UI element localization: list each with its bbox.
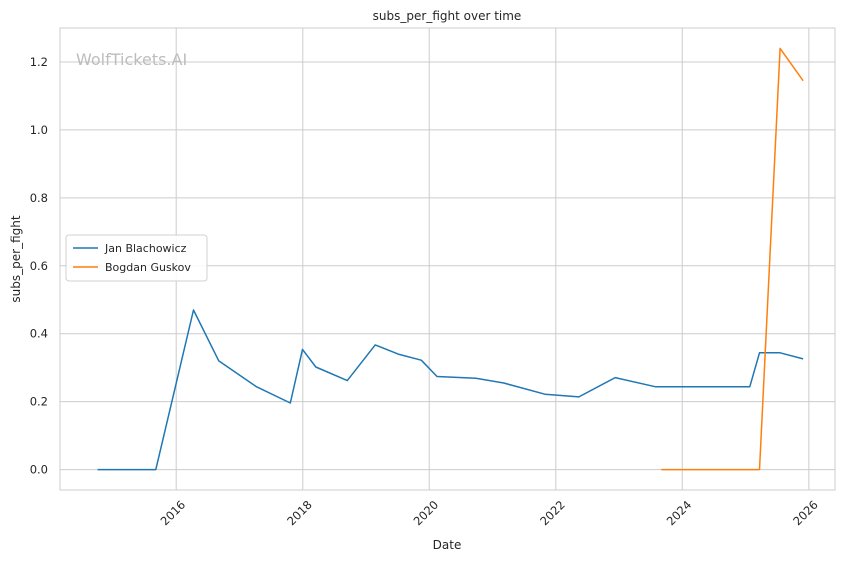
series-line-bogdan-guskov — [661, 47, 804, 471]
watermark: WolfTickets.AI — [76, 50, 187, 69]
plot-frame — [59, 27, 836, 491]
y-tick-label: 0.2 — [30, 395, 48, 409]
y-tick-label: 0.4 — [30, 327, 48, 341]
chart-title: subs_per_fight over time — [373, 9, 522, 23]
legend-label: Jan Blachowicz — [104, 242, 187, 255]
y-tick-labels: 0.0 0.2 0.4 0.6 0.8 1.0 1.2 — [30, 55, 48, 477]
y-tick-label: 1.2 — [30, 55, 48, 69]
y-tick-label: 0.0 — [30, 463, 48, 477]
legend: Jan Blachowicz Bogdan Guskov — [65, 234, 208, 282]
y-tick-label: 0.6 — [30, 259, 48, 273]
x-tick-labels: 2016 2018 2020 2022 2024 2026 — [158, 498, 821, 529]
series-line-jan-blachowicz — [97, 309, 804, 471]
y-axis-label: subs_per_fight — [9, 215, 23, 302]
y-tick-label: 0.8 — [30, 191, 48, 205]
x-axis-label: Date — [433, 538, 462, 552]
x-tick-label: 2020 — [411, 498, 442, 529]
x-tick-label: 2016 — [158, 498, 189, 529]
x-tick-label: 2018 — [284, 498, 315, 529]
y-tick-label: 1.0 — [30, 123, 48, 137]
legend-label: Bogdan Guskov — [105, 261, 191, 274]
x-tick-label: 2022 — [537, 498, 568, 529]
series-lines — [97, 47, 804, 471]
x-tick-label: 2024 — [664, 498, 695, 529]
x-tick-label: 2026 — [790, 498, 821, 529]
legend-box — [65, 234, 208, 282]
